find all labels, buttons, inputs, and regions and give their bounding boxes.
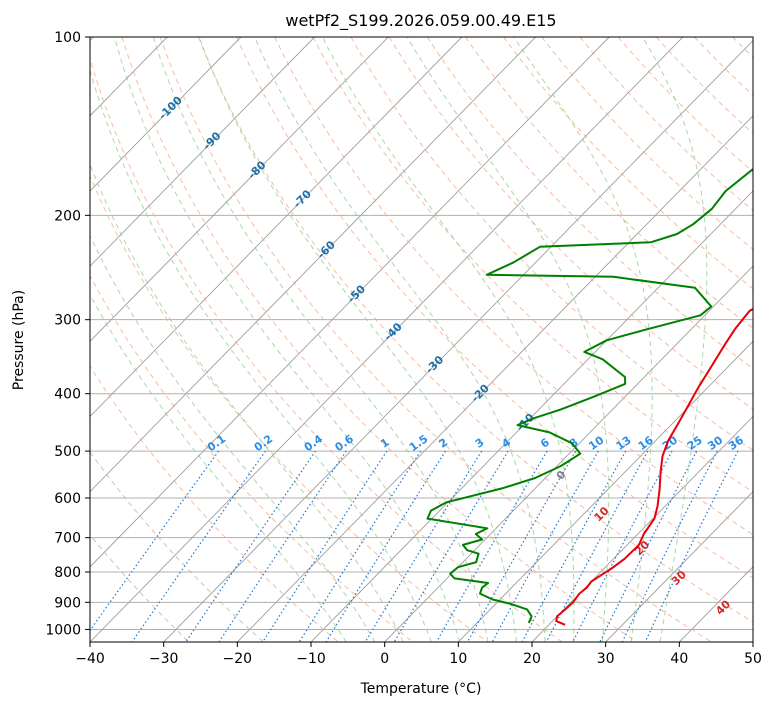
mixing-ratio-line (572, 450, 673, 642)
y-tick-label: 100 (54, 30, 81, 46)
dry-adiabat-line (274, 37, 753, 536)
dry-adiabat-line (236, 37, 753, 579)
mixing-ratio-line (325, 450, 446, 642)
y-axis: 100 200 300 400 500 600 700 800 900 1000 (45, 30, 90, 638)
isotherm-line (90, 37, 315, 267)
y-tick-label: 900 (54, 595, 81, 611)
y-tick-label: 1000 (45, 622, 81, 638)
x-tick-label: 20 (523, 651, 541, 667)
x-tick-label: −10 (296, 651, 326, 667)
x-tick-label: 10 (449, 651, 467, 667)
chart-title: wetPf2_S199.2026.059.00.49.E15 (285, 11, 556, 31)
mixing-ratio-line (364, 450, 483, 642)
isotherm-line (531, 415, 753, 642)
y-tick-label: 300 (54, 313, 81, 329)
moist-adiabat-line (152, 37, 489, 642)
x-tick-label: −40 (75, 651, 105, 667)
y-tick-label: 200 (54, 208, 81, 224)
x-tick-label: 50 (744, 651, 762, 667)
mixing-ratio-line (644, 450, 739, 642)
dewpoint-profile-line (426, 167, 753, 624)
dry-adiabat-line (90, 175, 488, 642)
x-tick-label: −30 (149, 651, 179, 667)
x-tick-label: 40 (670, 651, 688, 667)
x-tick-label: −20 (223, 651, 253, 667)
mixing-ratio-line (90, 450, 220, 632)
plot-area: 0.1 0.2 0.4 0.6 1 1.5 2 3 4 6 8 10 13 16 20 25 30 36-100-… (90, 37, 775, 642)
mixing-ratio-line (545, 450, 649, 642)
y-tick-label: 700 (54, 531, 81, 547)
moist-adiabat-line (90, 68, 432, 642)
dry-adiabat-line (90, 533, 190, 642)
moist-adiabat-line (322, 37, 575, 642)
dry-adiabat-line (771, 37, 775, 642)
isotherm-line (90, 37, 463, 418)
x-axis-title: Temperature (°C) (360, 681, 482, 697)
y-tick-label: 600 (54, 491, 81, 507)
isotherm-line (237, 115, 753, 642)
mixing-ratio-line (131, 450, 266, 642)
y-tick-label: 400 (54, 387, 81, 403)
dry-adiabat-line (503, 37, 753, 290)
isotherm-line (90, 37, 242, 192)
mixing-ratio-line (185, 450, 316, 642)
isotherm-line (163, 39, 753, 642)
mixing-ratio-line (621, 450, 718, 642)
moist-adiabat-line (406, 37, 610, 642)
moist-adiabat-line (90, 234, 376, 642)
mixing-ratio-line (491, 450, 599, 642)
mixing-ratio-line (218, 450, 347, 642)
isotherm-line (605, 491, 753, 642)
y-tick-label: 800 (54, 565, 81, 581)
moist-adiabat-line (114, 37, 461, 642)
isotherm-line (384, 265, 753, 642)
y-tick-label: 500 (54, 444, 81, 460)
x-axis: −40 −30 −20 −10 0 10 20 30 40 50 (75, 642, 762, 667)
dry-adiabat-line (312, 37, 753, 493)
isotherm-line (90, 37, 610, 568)
dry-adiabat-line (465, 37, 753, 329)
mixing-ratio-line (521, 450, 627, 642)
isotherm-line (90, 37, 536, 493)
dry-adiabat-line (388, 37, 753, 410)
y-axis-title: Pressure (hPa) (11, 290, 27, 390)
isotherm-line (90, 37, 389, 342)
x-tick-label: 30 (597, 651, 615, 667)
dry-adiabat-line (197, 37, 753, 623)
mixing-ratio-line (599, 450, 698, 642)
dry-adiabat-line (90, 365, 339, 642)
plot-background (90, 37, 753, 642)
mixing-ratio-line (466, 450, 577, 642)
dry-adiabat-line (159, 37, 712, 642)
x-tick-label: 0 (380, 651, 389, 667)
plot-frame (89, 36, 754, 643)
moist-adiabat-line (254, 37, 546, 642)
isotherm-line (90, 37, 684, 642)
dry-adiabat-line (90, 274, 414, 642)
temperature-profile-line (555, 307, 753, 626)
isotherm-line (752, 641, 753, 642)
moist-adiabat-line (90, 163, 404, 642)
moist-adiabat-line (642, 37, 708, 642)
isotherm-line (458, 340, 753, 642)
